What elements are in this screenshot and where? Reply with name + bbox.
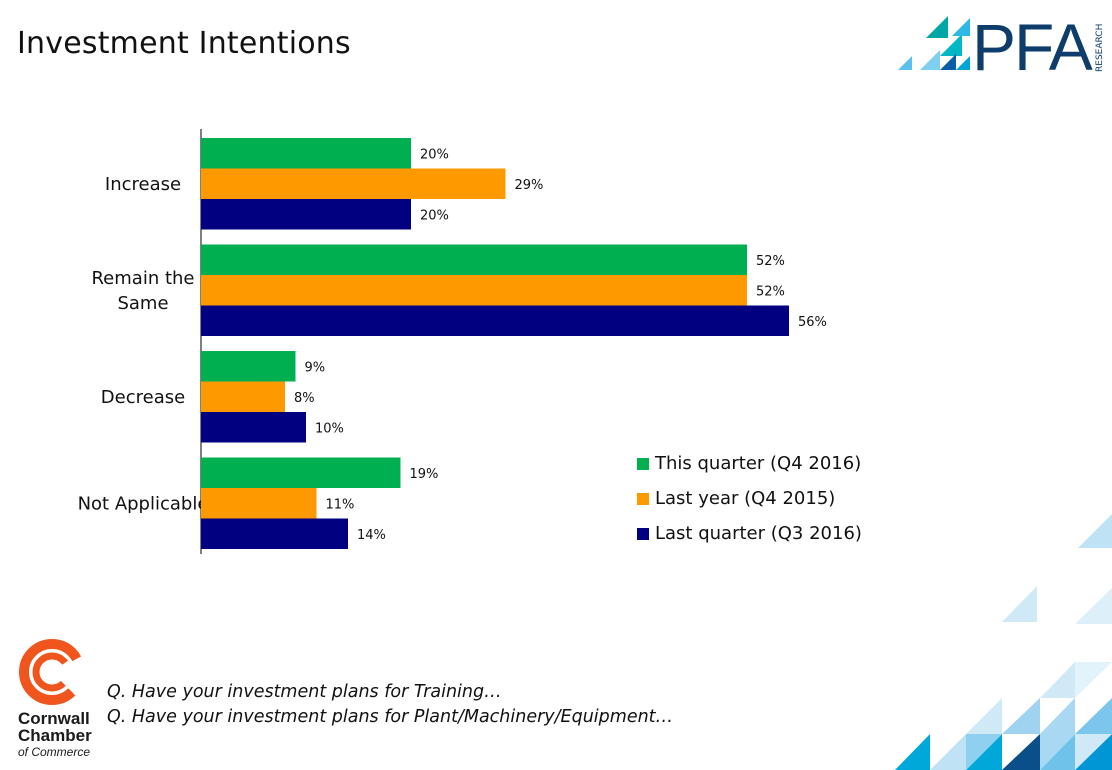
- cornwall-logo-line3: of Commerce: [18, 745, 90, 759]
- bar-value-label: 9%: [305, 360, 326, 375]
- pfa-logo-shape: [920, 50, 940, 70]
- chart-title: Investment Intentions: [17, 26, 351, 61]
- bar-value-label: 56%: [798, 315, 827, 330]
- pfa-logo-shape: [898, 56, 912, 70]
- bar: [201, 351, 296, 382]
- cornwall-logo-line1: Cornwall: [18, 709, 90, 728]
- bar-value-label: 11%: [326, 497, 355, 512]
- decor-triangle: [1040, 734, 1075, 770]
- legend-item: Last year (Q4 2015): [637, 481, 862, 516]
- category-label: Remain the Same: [91, 268, 194, 314]
- category-label: Increase: [105, 174, 181, 195]
- decor-triangle: [1002, 586, 1037, 622]
- decorative-triangles: [895, 514, 1112, 770]
- bar-value-label: 20%: [420, 147, 449, 162]
- cornwall-logo-line2: Chamber: [18, 726, 92, 745]
- decor-triangle: [1075, 698, 1112, 734]
- decor-triangle: [1075, 588, 1112, 624]
- decor-triangle: [1075, 662, 1112, 698]
- bar: [201, 199, 411, 230]
- bar-value-label: 14%: [357, 528, 386, 543]
- pfa-logo-shape: [956, 56, 970, 70]
- decor-triangle: [966, 698, 1002, 734]
- question-training: Q. Have your investment plans for Traini…: [107, 682, 502, 702]
- decor-triangle: [930, 734, 966, 770]
- bar-value-label: 52%: [756, 284, 785, 299]
- bar: [201, 457, 401, 488]
- legend-item: Last quarter (Q3 2016): [637, 516, 862, 551]
- category-label: Not Applicable: [78, 493, 209, 514]
- decor-triangle: [1078, 514, 1112, 548]
- bar: [201, 244, 747, 275]
- legend-label: Last quarter (Q3 2016): [655, 523, 862, 544]
- decor-triangle: [966, 734, 1002, 770]
- decor-triangle: [1002, 698, 1040, 734]
- bar: [201, 412, 306, 443]
- pfa-logo-subtext: RESEARCH: [1095, 24, 1105, 72]
- bar: [201, 168, 506, 199]
- logo-ring-inner: [32, 652, 72, 692]
- pfa-logo-text: PFA: [972, 10, 1093, 76]
- bar: [201, 275, 747, 306]
- bar: [201, 305, 789, 336]
- logo-ring-outer: [18, 639, 85, 705]
- legend-label: Last year (Q4 2015): [655, 488, 836, 509]
- question-plant-machinery: Q. Have your investment plans for Plant/…: [107, 707, 674, 727]
- bar-value-label: 8%: [294, 391, 315, 406]
- decor-triangle: [1040, 662, 1075, 698]
- bar: [201, 518, 348, 549]
- pfa-logo-shape: [940, 34, 962, 56]
- pfa-logo-shape: [926, 16, 948, 38]
- bar-value-label: 10%: [315, 421, 344, 436]
- bar: [201, 138, 411, 169]
- pfa-logo-shape: [952, 18, 970, 36]
- legend-swatch: [637, 457, 649, 470]
- decor-triangle: [1075, 734, 1112, 770]
- decor-triangle: [895, 734, 930, 770]
- legend-swatch: [637, 492, 649, 505]
- legend-swatch: [637, 527, 649, 540]
- cornwall-chamber-logo: Cornwall Chamber of Commerce: [18, 639, 92, 759]
- chart-legend: This quarter (Q4 2016) Last year (Q4 2015…: [637, 446, 862, 551]
- bar: [201, 381, 285, 412]
- bar-value-label: 29%: [515, 178, 544, 193]
- bar-value-label: 20%: [420, 208, 449, 223]
- legend-item: This quarter (Q4 2016): [637, 446, 862, 481]
- bar-value-label: 52%: [756, 254, 785, 269]
- category-label: Decrease: [101, 387, 185, 408]
- bar-value-label: 19%: [410, 467, 439, 482]
- pfa-research-logo: PFA RESEARCH: [898, 10, 1105, 76]
- pfa-logo-shape: [940, 54, 956, 70]
- decor-triangle: [1040, 698, 1075, 734]
- legend-label: This quarter (Q4 2016): [655, 453, 862, 474]
- bar: [201, 488, 317, 519]
- decor-triangle: [1002, 734, 1040, 770]
